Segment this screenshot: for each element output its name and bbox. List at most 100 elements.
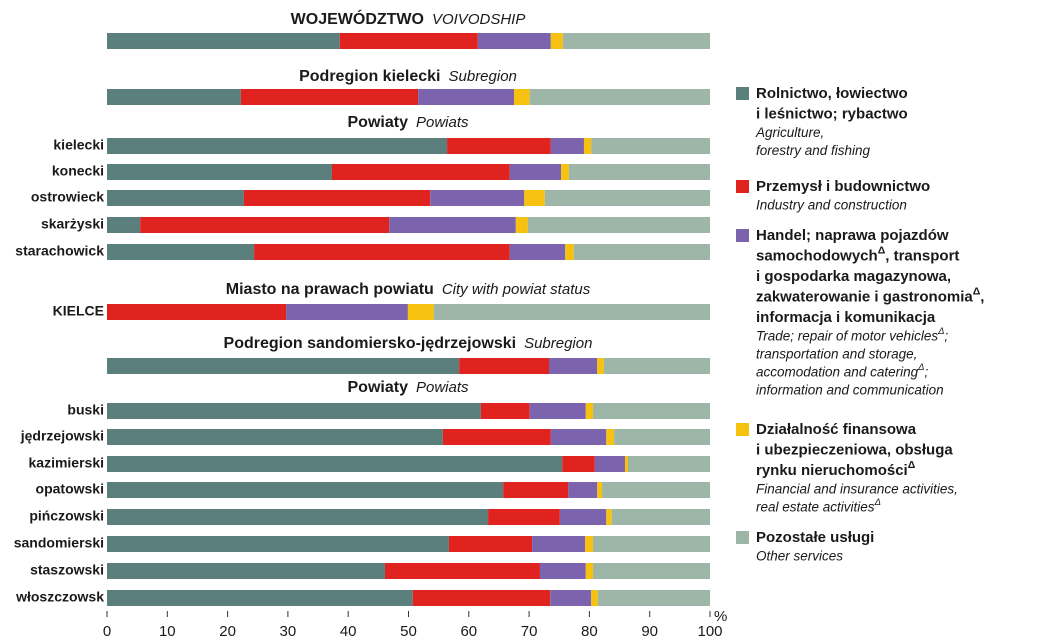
bar-segment [602,482,710,498]
bar-segment [514,89,530,105]
bar-segment [585,536,594,552]
bar-segment [568,482,598,498]
bar-segment [562,33,710,49]
bar-segment [515,217,528,233]
legend-swatch [736,423,749,436]
legend-name: Pozostałe usługi [756,529,874,546]
bar-segment [442,429,551,445]
bar-segment [107,358,460,374]
bar-segment [430,190,525,206]
bar-segment [585,403,594,419]
bar-segment [447,138,551,154]
bar-segment [107,482,504,498]
legend-swatch [736,531,749,544]
bar-segment [339,33,478,49]
bar-segment [418,89,515,105]
heading-bold: Podregion sandomiersko-jędrzejowski [224,335,517,352]
bar-segment [529,89,710,105]
bar-segment [459,358,549,374]
bar-segment [407,304,434,320]
bar-segment [573,244,710,260]
bar-segment [548,358,598,374]
row-label: kielecki [53,137,104,153]
bar-segment [107,164,332,180]
x-unit: % [714,608,727,625]
x-tick-label: 30 [280,623,297,640]
bar-segment [568,164,710,180]
heading-bold: Powiaty [348,379,409,396]
row-label: konecki [52,163,104,179]
legend-translation: Other services [756,549,843,564]
bar-segment [286,304,408,320]
legend-name: i ubezpieczeniowa, obsługa [756,441,953,458]
x-tick-label: 50 [400,623,417,640]
bar-segment [331,164,510,180]
legend-translation: Agriculture, [755,125,824,140]
x-tick-label: 60 [460,623,477,640]
bar-segment [606,509,612,525]
bar-segment [539,563,586,579]
bar-segment [593,536,710,552]
bar-segment [611,509,710,525]
legend-name: zakwaterowanie i gastronomiaΔ, [756,285,984,305]
legend-translation: Trade; repair of motor vehiclesΔ; [756,326,948,344]
bar-segment [107,590,413,606]
bar-segment [606,429,615,445]
bar-segment [477,33,551,49]
bar-segment [107,304,287,320]
bar-segment [433,304,710,320]
legend-swatch [736,229,749,242]
bar-segment [627,456,710,472]
row-label: skarżyski [41,216,104,232]
row-label: kazimierski [29,455,105,471]
bar-segment [107,403,481,419]
bar-segment [527,217,710,233]
bar-segment [594,456,625,472]
bar-segment [532,536,586,552]
legend-translation: transportation and storage, [756,347,917,362]
bar-segment [529,403,586,419]
legend-name: informacja i komunikacja [756,309,936,326]
row-label: ostrowieck [31,189,104,205]
row-label: sandomierski [14,535,104,551]
x-tick-label: 20 [219,623,236,640]
bar-segment [591,590,598,606]
bar-segment [614,429,710,445]
bar-segment [503,482,569,498]
x-tick-label: 0 [103,623,111,640]
bar-segment [412,590,551,606]
bar-segment [565,244,574,260]
bar-segment [107,217,141,233]
bar-segment [544,190,710,206]
bar-segment [583,138,592,154]
bar-segment [585,563,594,579]
section-heading: Powiaty Powiats [348,114,469,131]
bar-segment [107,89,241,105]
section-heading: WOJEWÓDZTWO VOIVODSHIP [291,9,526,28]
heading-italic: Powiats [416,114,469,131]
section-heading: Podregion sandomiersko-jędrzejowski Subre… [224,335,593,352]
row-label: starachowick [15,243,104,259]
heading-italic: Subregion [524,335,592,352]
heading-italic: City with powiat status [442,281,591,298]
heading-italic: Powiats [416,379,469,396]
bar-segment [107,429,443,445]
legend-name: i gospodarka magazynowa, [756,268,951,285]
legend-translation: Industry and construction [756,198,907,213]
bar-segment [480,403,530,419]
bar-segment [107,536,449,552]
x-tick-label: 80 [581,623,598,640]
bar-segment [509,164,562,180]
bar-segment [107,244,255,260]
legend-name: Przemysł i budownictwo [756,178,930,195]
legend-swatch [736,87,749,100]
heading-bold: Powiaty [348,114,409,131]
bar-segment [240,89,419,105]
x-tick-label: 90 [641,623,658,640]
heading-bold: Miasto na prawach powiatu [226,281,434,298]
legend-name: rynku nieruchomościΔ [756,459,916,479]
legend-swatch [736,180,749,193]
section-heading: Podregion kielecki Subregion [299,68,517,85]
section-heading: Miasto na prawach powiatu City with powia… [226,281,591,298]
